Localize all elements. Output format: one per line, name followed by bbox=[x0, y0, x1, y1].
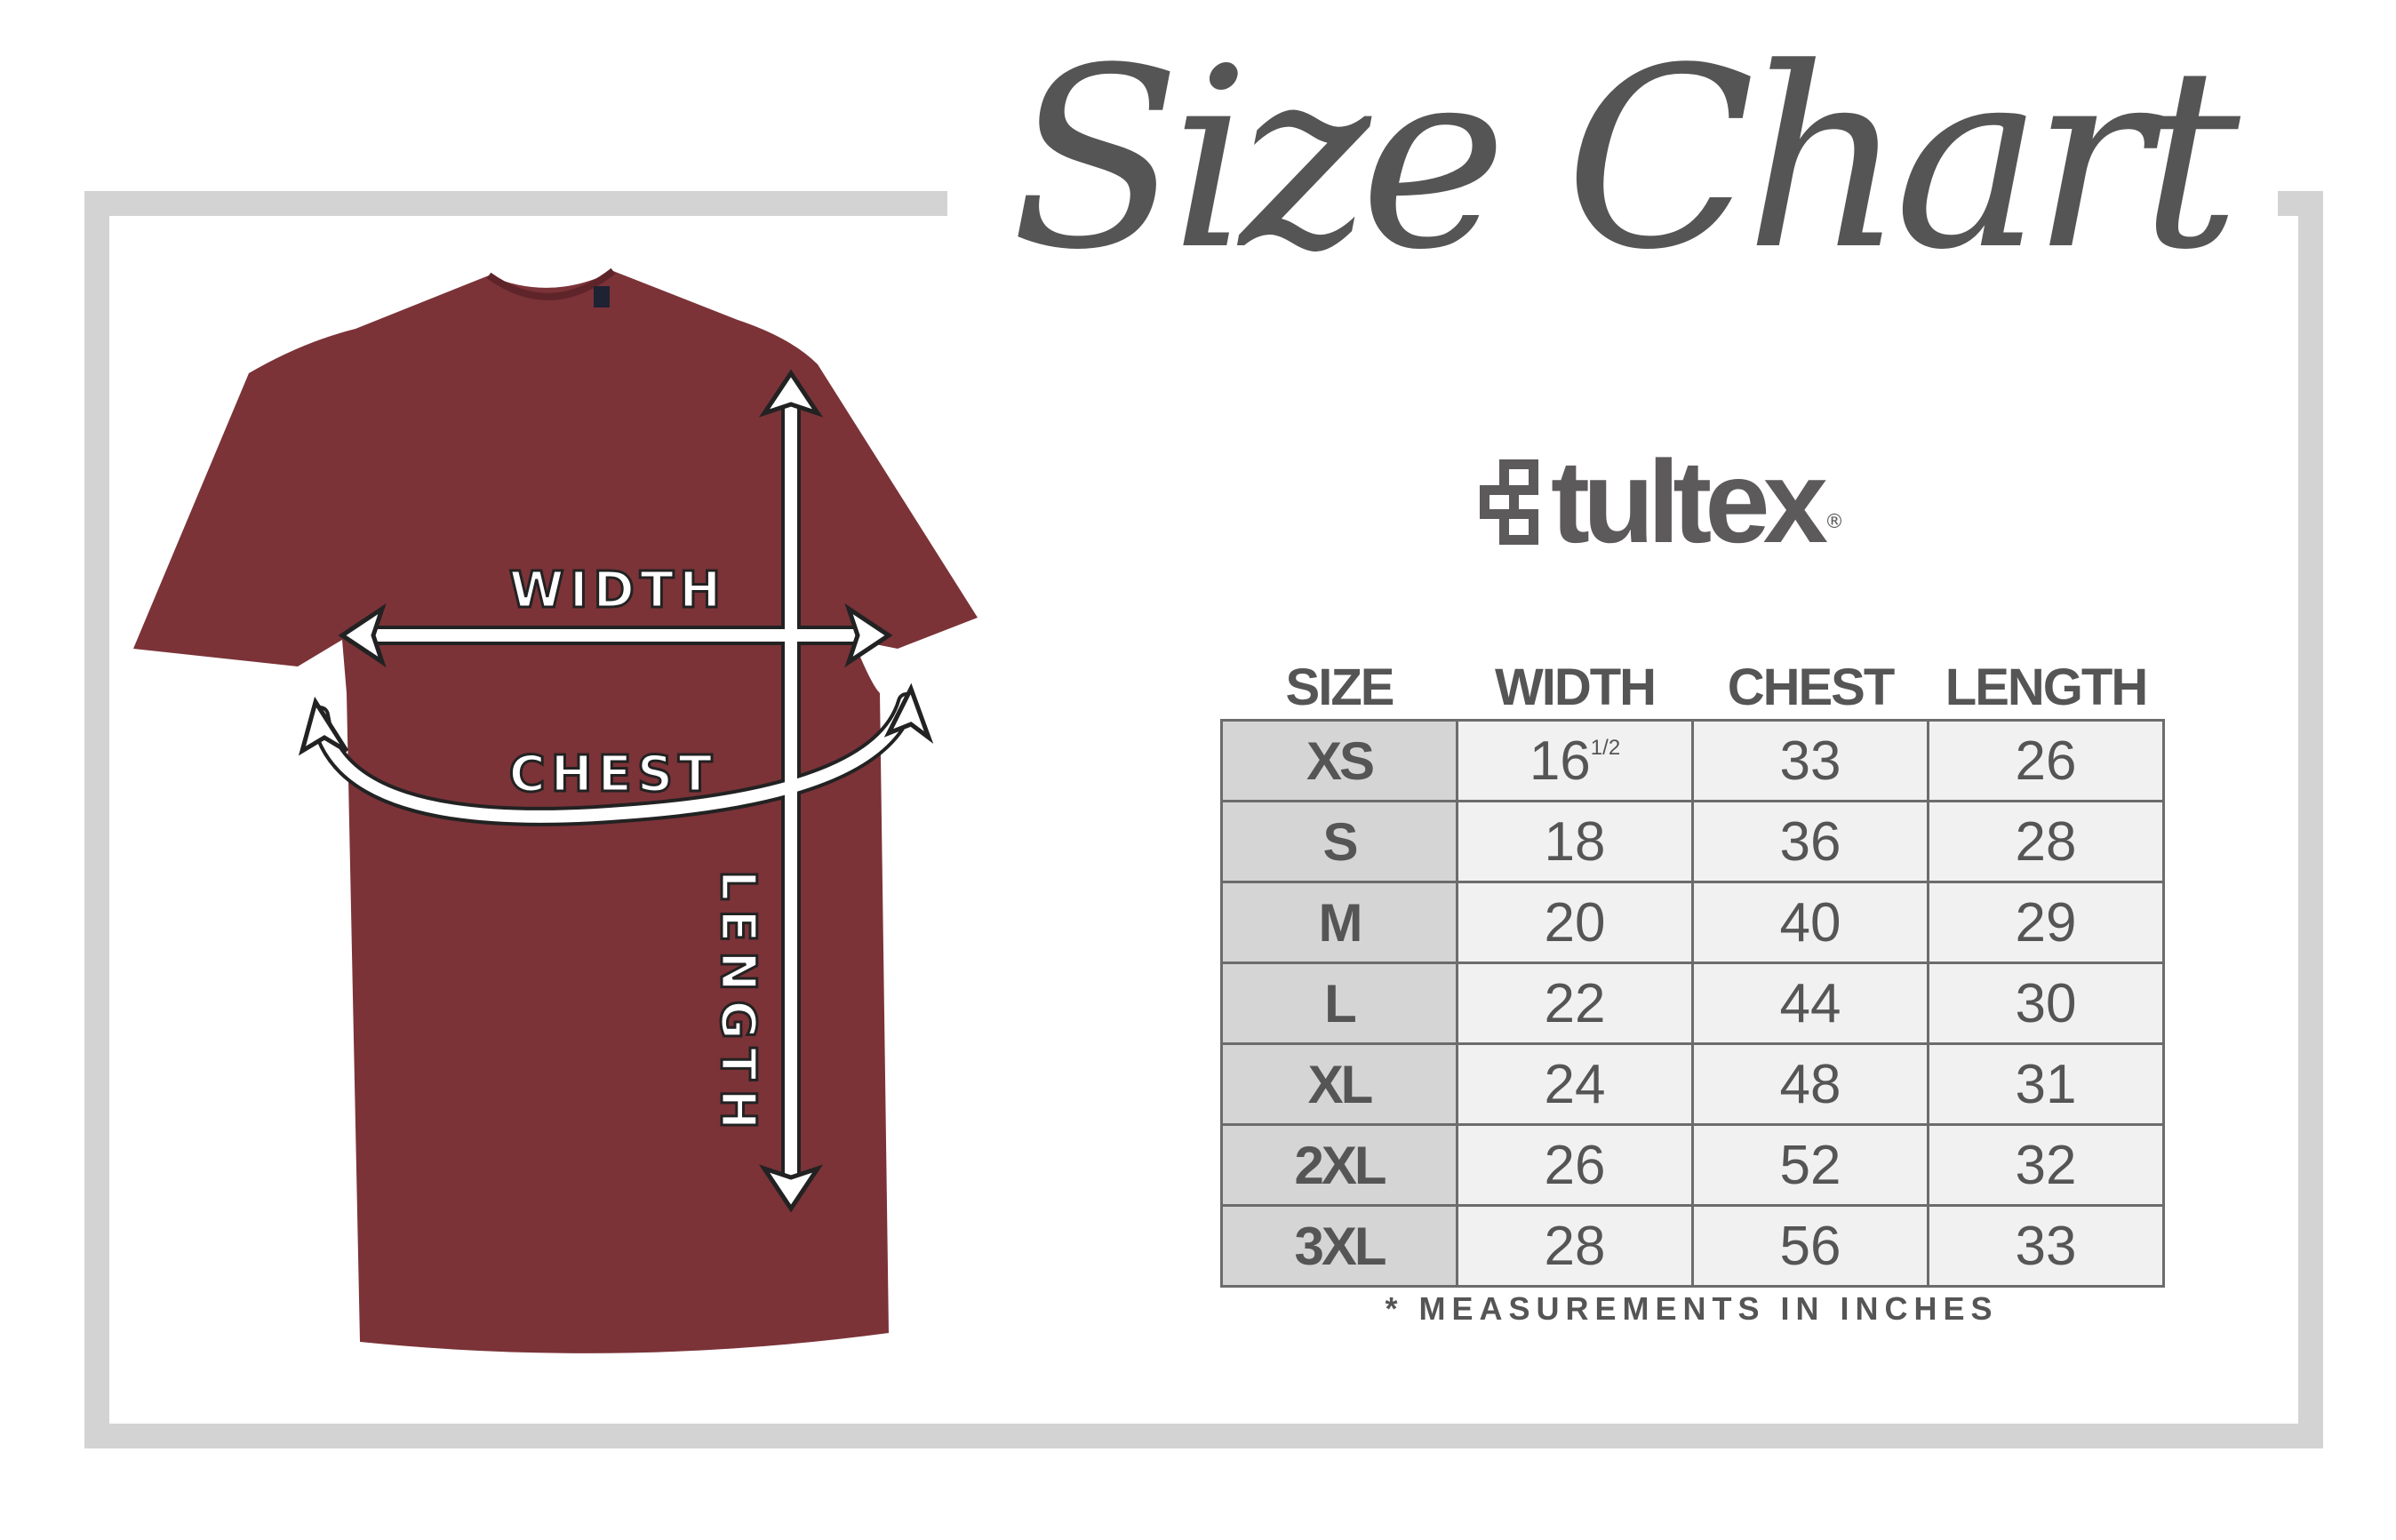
width-label: WIDTH bbox=[509, 562, 726, 619]
size-cell: M bbox=[1220, 881, 1458, 964]
header-length: LENGTH bbox=[1945, 658, 2148, 716]
table-row: 2XL 26 52 32 bbox=[1220, 1123, 2165, 1207]
tshirt-illustration: WIDTH CHEST LENGTH bbox=[133, 267, 978, 1353]
chest-cell: 44 bbox=[1691, 962, 1929, 1045]
chest-label: CHEST bbox=[509, 746, 718, 803]
title-gap bbox=[947, 169, 2278, 240]
width-cell: 18 bbox=[1456, 800, 1694, 883]
registered-mark: ® bbox=[1825, 511, 1845, 533]
width-fraction: 1/2 bbox=[1590, 735, 1621, 760]
header-chest: CHEST bbox=[1727, 658, 1896, 716]
size-cell: L bbox=[1220, 962, 1458, 1045]
length-cell: 28 bbox=[1927, 800, 2165, 883]
chest-cell: 36 bbox=[1691, 800, 1929, 883]
brand-name: tultex bbox=[1551, 436, 1828, 567]
tultex-mark-icon bbox=[1480, 459, 1538, 545]
table-header-row: SIZE WIDTH CHEST LENGTH bbox=[1222, 658, 2164, 721]
chest-cell: 56 bbox=[1691, 1204, 1929, 1288]
size-table: SIZE WIDTH CHEST LENGTH XS 161/2 33 26 S… bbox=[1220, 658, 2165, 1288]
size-cell: XS bbox=[1220, 719, 1458, 802]
chest-cell: 48 bbox=[1691, 1042, 1929, 1126]
brand-logo: tultex ® bbox=[1480, 443, 1845, 561]
table-row: L 22 44 30 bbox=[1220, 962, 2165, 1045]
width-value: 16 bbox=[1529, 730, 1591, 792]
width-cell: 24 bbox=[1456, 1042, 1694, 1126]
table-row: S 18 36 28 bbox=[1220, 800, 2165, 883]
chest-arrow bbox=[314, 696, 913, 823]
length-cell: 33 bbox=[1927, 1204, 2165, 1288]
size-cell: 2XL bbox=[1220, 1123, 1458, 1207]
header-width: WIDTH bbox=[1494, 658, 1657, 716]
measurement-footnote: * MEASUREMENTS IN INCHES bbox=[1385, 1290, 1999, 1327]
length-label: LENGTH bbox=[710, 870, 766, 1138]
size-cell: XL bbox=[1220, 1042, 1458, 1126]
size-cell: 3XL bbox=[1220, 1204, 1458, 1288]
length-cell: 30 bbox=[1927, 962, 2165, 1045]
width-cell: 28 bbox=[1456, 1204, 1694, 1288]
width-cell: 26 bbox=[1456, 1123, 1694, 1207]
length-cell: 31 bbox=[1927, 1042, 2165, 1126]
chest-cell: 33 bbox=[1691, 719, 1929, 802]
table-row: XS 161/2 33 26 bbox=[1220, 719, 2165, 802]
chest-cell: 52 bbox=[1691, 1123, 1929, 1207]
size-cell: S bbox=[1220, 800, 1458, 883]
table-row: 3XL 28 56 33 bbox=[1220, 1204, 2165, 1288]
width-cell: 20 bbox=[1456, 881, 1694, 964]
width-cell: 161/2 bbox=[1456, 719, 1694, 802]
header-size: SIZE bbox=[1285, 658, 1395, 716]
width-cell: 22 bbox=[1456, 962, 1694, 1045]
length-cell: 32 bbox=[1927, 1123, 2165, 1207]
chest-cell: 40 bbox=[1691, 881, 1929, 964]
page-title: Size Chart bbox=[1010, 15, 2240, 305]
table-row: XL 24 48 31 bbox=[1220, 1042, 2165, 1126]
length-cell: 26 bbox=[1927, 719, 2165, 802]
table-row: M 20 40 29 bbox=[1220, 881, 2165, 964]
length-cell: 29 bbox=[1927, 881, 2165, 964]
